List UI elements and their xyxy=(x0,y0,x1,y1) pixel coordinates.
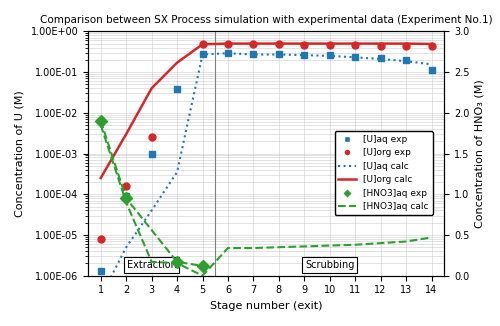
Text: Scrubbing: Scrubbing xyxy=(305,260,354,270)
Legend: [U]aq exp, [U]org exp, [U]aq calc, [U]org calc, [HNO3]aq exp, [HNO3]aq calc: [U]aq exp, [U]org exp, [U]aq calc, [U]or… xyxy=(334,131,432,215)
Y-axis label: Concentration of U (M): Concentration of U (M) xyxy=(15,90,25,217)
Text: Extraction: Extraction xyxy=(126,260,176,270)
Title: Comparison between SX Process simulation with experimental data (Experiment No.1: Comparison between SX Process simulation… xyxy=(40,15,492,25)
Y-axis label: Concentration of HNO₃ (M): Concentration of HNO₃ (M) xyxy=(475,79,485,228)
X-axis label: Stage number (exit): Stage number (exit) xyxy=(210,301,322,311)
